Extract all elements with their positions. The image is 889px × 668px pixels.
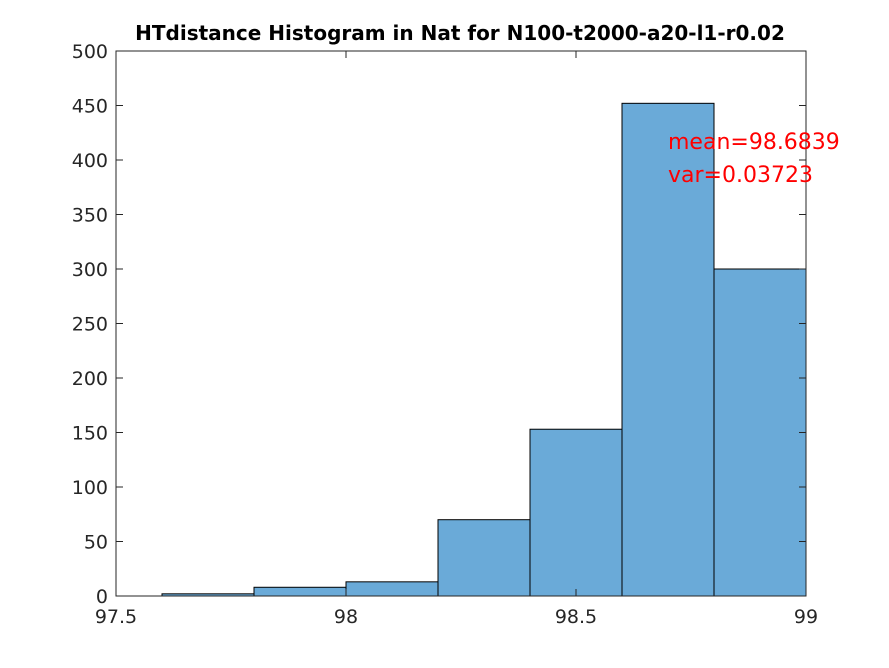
x-tick-label: 98	[334, 606, 358, 628]
x-tick-label: 97.5	[95, 606, 137, 628]
y-tick-label: 250	[72, 314, 108, 336]
histogram-bar-4	[529, 428, 623, 597]
y-tick-label: 200	[72, 368, 108, 390]
y-tick-label: 0	[96, 586, 108, 608]
x-tick-label: 99	[794, 606, 818, 628]
y-tick-label: 300	[72, 259, 108, 281]
histogram-bar-3	[437, 519, 531, 597]
annotations: mean=98.6839 var=0.03723	[668, 130, 840, 188]
y-tick-label: 350	[72, 205, 108, 227]
histogram-bar-2	[345, 581, 439, 597]
y-tick-label: 450	[72, 96, 108, 118]
y-tick-label: 400	[72, 150, 108, 172]
histogram-bar-6	[713, 268, 807, 597]
annotation-0: mean=98.6839	[668, 130, 840, 155]
axis-ticks: 97.5 98 98.5 99 0 50 100 150 200 250 300 350 400 450 5…	[72, 41, 818, 628]
y-tick-label: 50	[84, 532, 108, 554]
histogram-bar-1	[253, 586, 347, 597]
x-tick-label: 98.5	[555, 606, 597, 628]
histogram-bar-5	[621, 102, 715, 597]
y-tick-label: 150	[72, 423, 108, 445]
chart-title: HTdistance Histogram in Nat for N100-t20…	[135, 21, 785, 45]
y-tick-label: 500	[72, 41, 108, 63]
annotation-1: var=0.03723	[668, 163, 813, 188]
y-tick-label: 100	[72, 477, 108, 499]
